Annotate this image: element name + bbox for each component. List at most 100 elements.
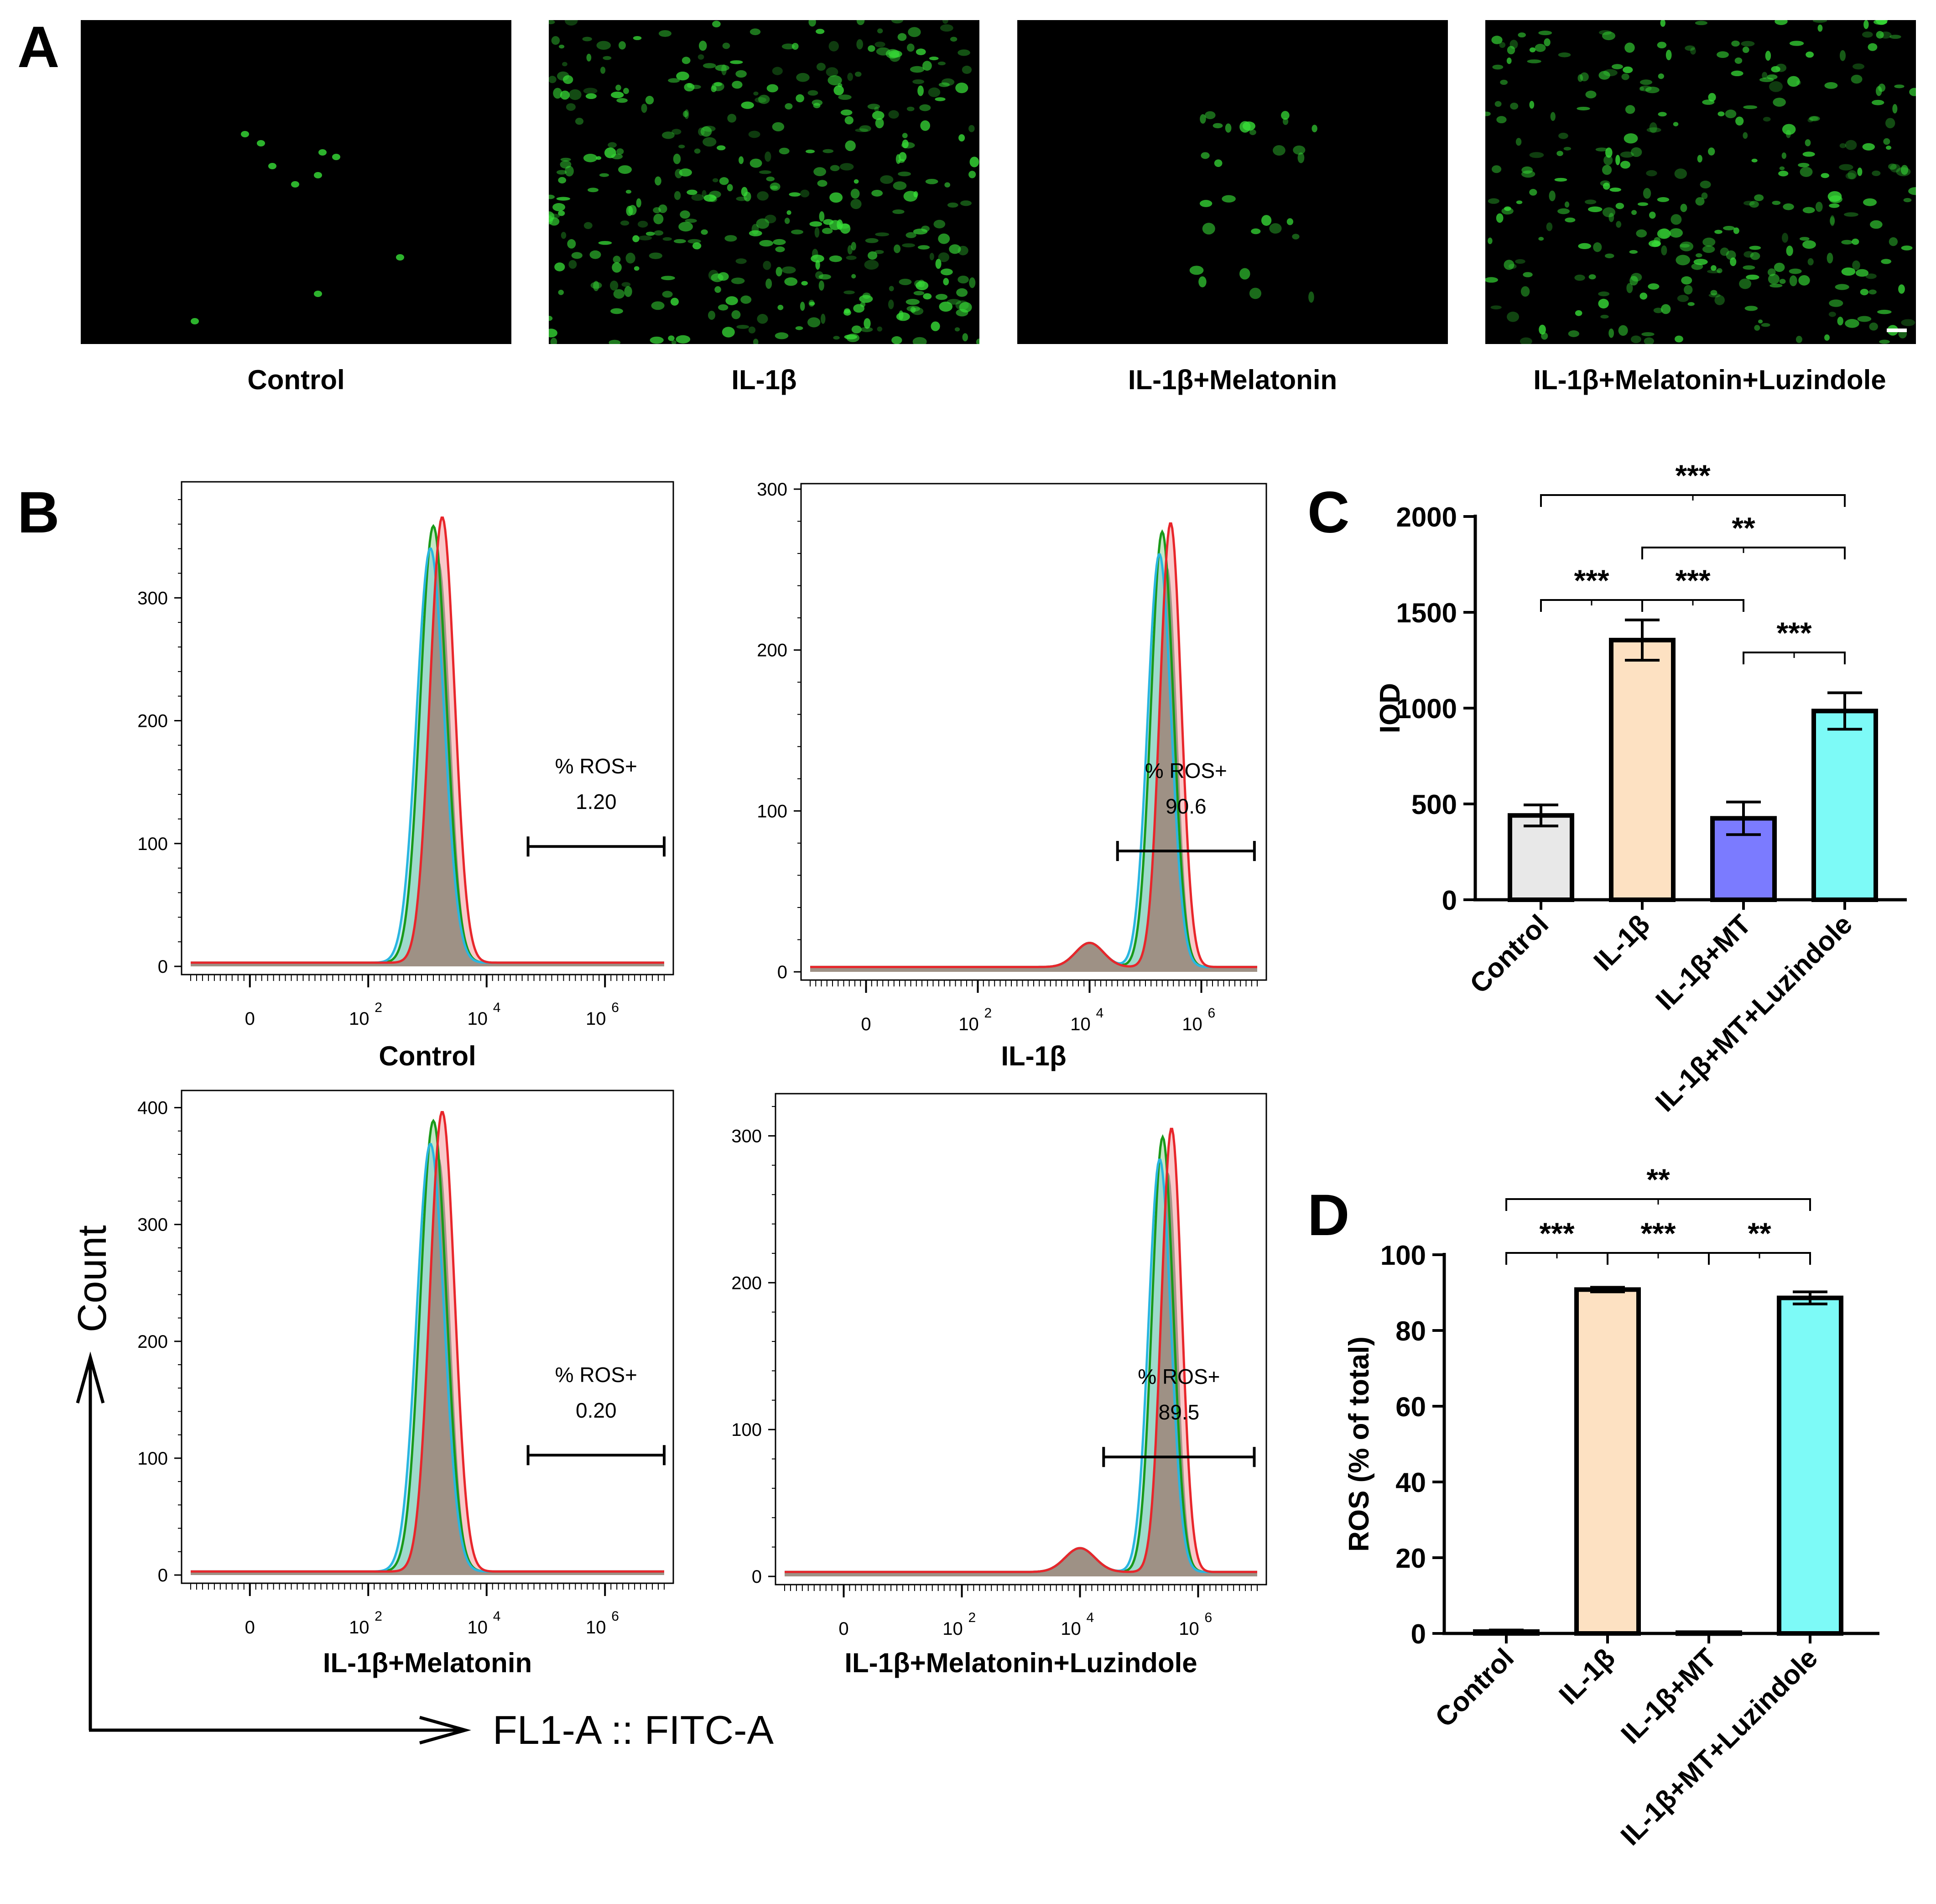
cell — [1639, 292, 1648, 300]
histogram-line-red — [191, 1111, 664, 1573]
cell — [1602, 165, 1612, 175]
bar-2 — [1574, 1287, 1641, 1636]
cell — [1743, 265, 1755, 270]
cell — [1653, 308, 1663, 313]
cell — [775, 246, 785, 252]
cell — [575, 118, 584, 125]
cell — [818, 274, 831, 280]
cell — [741, 187, 748, 197]
cell — [777, 304, 784, 310]
micrograph-control — [81, 20, 511, 344]
cell — [712, 178, 718, 183]
cell — [568, 260, 577, 269]
cell — [840, 163, 854, 171]
cell — [722, 42, 730, 49]
cell — [867, 104, 880, 110]
cell — [1588, 274, 1596, 280]
cell — [1538, 237, 1544, 241]
cell-layer — [543, 16, 983, 346]
cell — [935, 97, 946, 101]
cell — [933, 219, 946, 229]
cell — [1743, 201, 1755, 206]
cell — [558, 44, 565, 49]
cell — [791, 230, 803, 235]
cell — [556, 197, 571, 201]
cell — [903, 191, 918, 202]
cell — [1660, 304, 1671, 314]
cell — [658, 30, 671, 37]
cell — [1751, 158, 1758, 162]
cell — [674, 191, 681, 200]
cell — [604, 147, 616, 158]
cell — [868, 45, 875, 52]
cell — [1520, 337, 1532, 345]
cell — [902, 243, 916, 248]
cell — [1657, 229, 1671, 239]
cell — [851, 242, 856, 251]
cell — [1773, 98, 1786, 107]
cell — [1620, 161, 1630, 169]
y-tick-label: 0 — [777, 962, 787, 982]
cell — [1735, 116, 1744, 126]
cell — [1888, 163, 1897, 170]
cell — [1695, 197, 1705, 206]
y-tick-label: 60 — [1395, 1392, 1426, 1422]
cell — [969, 277, 976, 288]
gate-name: % ROS+ — [555, 754, 637, 778]
cell — [1239, 121, 1251, 133]
cell — [548, 76, 557, 83]
cell — [590, 282, 602, 289]
x-tick-label: 10 — [1182, 1014, 1202, 1034]
cell — [1558, 52, 1571, 57]
y-tick-label: 300 — [757, 480, 787, 500]
cell — [736, 324, 749, 329]
cell — [731, 277, 745, 284]
cell — [749, 158, 762, 168]
x-tick-label: 10 — [349, 1617, 370, 1638]
cell — [613, 256, 621, 263]
cell — [830, 165, 840, 172]
cell — [1691, 263, 1703, 270]
cell — [1863, 198, 1877, 206]
cell — [1629, 276, 1638, 286]
histogram-line-red — [191, 516, 664, 964]
significance-label: *** — [1574, 563, 1609, 597]
cell — [712, 21, 721, 28]
cell — [1800, 167, 1813, 177]
cell — [874, 250, 884, 254]
cell — [1693, 259, 1708, 265]
cell — [596, 41, 611, 50]
cell — [1577, 74, 1583, 82]
y-axis-label: IOD — [1374, 683, 1406, 733]
cell — [828, 41, 839, 52]
cell — [1779, 166, 1785, 171]
x-tick-label: 0 — [838, 1619, 848, 1639]
cell — [1783, 203, 1794, 210]
x-tick-label: 0 — [245, 1009, 255, 1029]
cell — [1805, 139, 1811, 146]
cell — [1868, 43, 1878, 51]
x-tick-exponent: 2 — [375, 1609, 382, 1624]
cell — [1222, 195, 1236, 203]
x-tick-label: Control — [1464, 909, 1554, 999]
cell — [713, 82, 722, 87]
cell — [715, 64, 729, 71]
cell — [680, 210, 690, 219]
x-tick-exponent: 4 — [1096, 1006, 1104, 1021]
cell — [889, 52, 900, 62]
cell — [1750, 252, 1760, 260]
cell — [571, 252, 583, 259]
cell — [722, 327, 735, 338]
cell — [1901, 245, 1913, 250]
cell — [893, 181, 907, 190]
cell — [1618, 325, 1628, 336]
cell — [958, 134, 965, 142]
flow-plot-label: Control — [379, 1041, 476, 1071]
flow-plot-4: 0 100 200 300 0 10 2 10 4 10 6 % ROS+ 89.5 IL-1β+Mela… — [731, 1093, 1267, 1678]
cell — [1829, 299, 1843, 307]
cell — [1624, 133, 1638, 144]
cell — [1585, 90, 1597, 99]
cell — [593, 281, 599, 292]
cell — [673, 239, 686, 244]
